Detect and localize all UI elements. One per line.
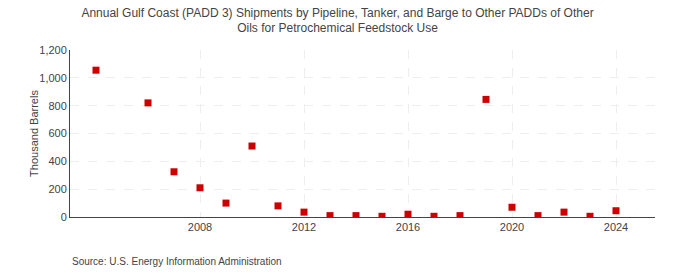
svg-text:800: 800: [48, 100, 66, 112]
svg-text:Thousand Barrels: Thousand Barrels: [28, 90, 40, 177]
svg-text:Annual Gulf Coast (PADD 3) Shi: Annual Gulf Coast (PADD 3) Shipments by …: [81, 6, 593, 36]
svg-text:600: 600: [48, 127, 66, 139]
svg-text:1,200: 1,200: [39, 44, 67, 56]
svg-text:200: 200: [48, 183, 66, 195]
svg-text:400: 400: [48, 155, 66, 167]
svg-text:2008: 2008: [188, 221, 212, 233]
svg-text:2024: 2024: [604, 221, 628, 233]
svg-text:2020: 2020: [500, 221, 524, 233]
svg-text:Source: U.S. Energy Informatio: Source: U.S. Energy Information Administ…: [72, 256, 282, 267]
svg-text:2016: 2016: [396, 221, 420, 233]
svg-text:2012: 2012: [292, 221, 316, 233]
svg-text:0: 0: [61, 211, 67, 223]
svg-text:1,000: 1,000: [39, 72, 67, 84]
